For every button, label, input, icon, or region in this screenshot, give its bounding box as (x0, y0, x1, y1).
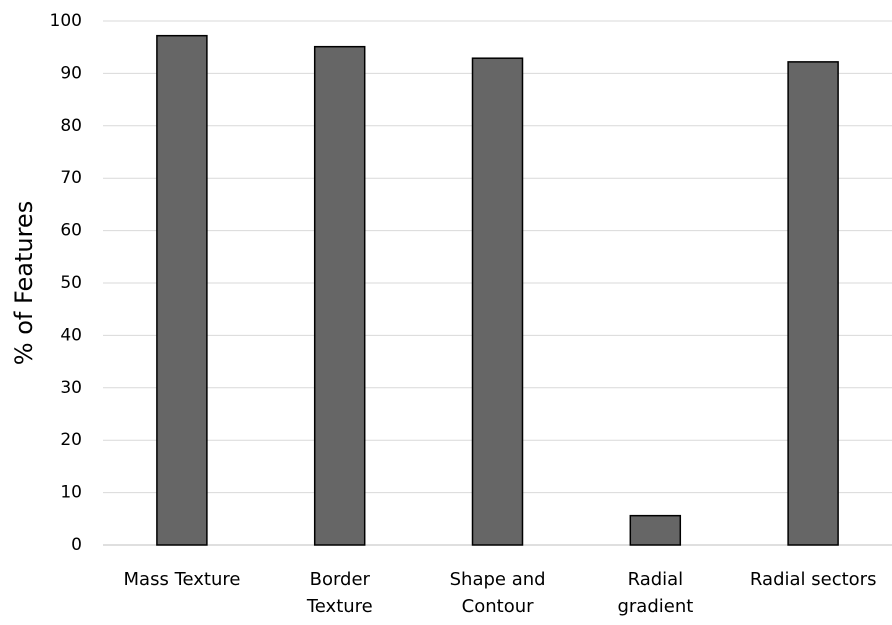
y-tick-label: 90 (60, 63, 82, 83)
x-tick-label: Radial sectors (749, 569, 877, 590)
y-tick-label: 10 (60, 483, 82, 503)
bar (629, 514, 682, 546)
bar (313, 45, 366, 546)
bar (787, 61, 839, 546)
x-tick-label: Radial gradient (617, 569, 694, 617)
y-tick-label: 60 (60, 221, 82, 241)
bar (156, 34, 208, 546)
y-tick-label: 80 (60, 116, 82, 136)
y-tick-label: 40 (60, 325, 82, 345)
y-tick-label: 100 (50, 11, 82, 31)
y-tick-label: 70 (60, 168, 82, 188)
x-tick-label: Mass Texture (123, 569, 241, 590)
y-tick-label: 30 (60, 378, 82, 398)
y-axis-title: % of Features (10, 201, 38, 365)
y-tick-label: 0 (71, 535, 82, 555)
y-tick-label: 50 (60, 273, 82, 293)
x-tick-label: Shape and Contour (449, 569, 546, 617)
x-tick-label: Border Texture (306, 569, 373, 617)
bar (471, 57, 524, 546)
y-tick-label: 20 (60, 430, 82, 450)
